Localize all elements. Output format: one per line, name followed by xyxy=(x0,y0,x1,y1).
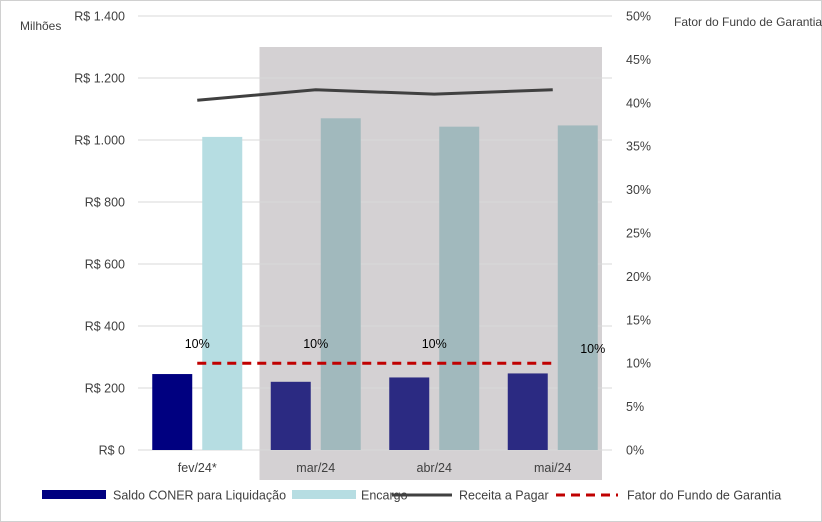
right-tick-label: 30% xyxy=(626,183,651,197)
left-tick-label: R$ 200 xyxy=(85,382,125,396)
legend: Saldo CONER para Liquidação Encargo Receit… xyxy=(42,489,781,503)
bars xyxy=(152,118,598,451)
left-tick-label: R$ 0 xyxy=(99,444,125,458)
legend-swatch-encargo xyxy=(292,490,356,499)
left-tick-label: R$ 1.200 xyxy=(74,72,125,86)
data-label-fator: 10% xyxy=(422,337,447,351)
left-tick-label: R$ 1.400 xyxy=(74,10,125,24)
bar-encargo xyxy=(439,126,480,451)
bar-encargo xyxy=(557,125,598,451)
right-tick-label: 0% xyxy=(626,444,644,458)
x-tick-label: mai/24 xyxy=(534,461,572,475)
bar-saldo-coner xyxy=(152,374,193,450)
legend-swatch-saldo-coner xyxy=(42,490,106,499)
right-tick-label: 10% xyxy=(626,357,651,371)
legend-label-saldo-coner: Saldo CONER para Liquidação xyxy=(113,489,286,503)
right-axis-ticks: 0% 5% 10% 15% 20% 25% 30% 35% 40% 45% 50% xyxy=(626,10,651,458)
right-axis-title: Fator do Fundo de Garantia xyxy=(674,15,822,29)
data-label-fator: 10% xyxy=(185,337,210,351)
data-labels: 10% 10% 10% 10% xyxy=(185,337,606,356)
bar-saldo-coner xyxy=(389,377,430,450)
x-tick-label: fev/24* xyxy=(178,461,217,475)
right-tick-label: 5% xyxy=(626,400,644,414)
bar-encargo xyxy=(320,118,361,451)
x-axis-ticks: fev/24* mar/24 abr/24 mai/24 xyxy=(178,461,572,475)
left-tick-label: R$ 1.000 xyxy=(74,134,125,148)
bar-saldo-coner xyxy=(507,373,548,450)
x-tick-label: mar/24 xyxy=(296,461,335,475)
series-line-receita-a-pagar xyxy=(197,88,553,102)
data-label-fator: 10% xyxy=(303,337,328,351)
left-axis-title: Milhões xyxy=(20,19,61,33)
legend-label-encargo: Encargo xyxy=(361,489,408,503)
lines xyxy=(197,88,553,365)
right-tick-label: 40% xyxy=(626,96,651,110)
left-axis-ticks: R$ 0 R$ 200 R$ 400 R$ 600 R$ 800 R$ 1.000 R$ 1… xyxy=(74,10,125,458)
left-tick-label: R$ 600 xyxy=(85,258,125,272)
bar-encargo xyxy=(202,136,243,450)
right-tick-label: 50% xyxy=(626,10,651,24)
legend-label-fator: Fator do Fundo de Garantia xyxy=(627,489,781,503)
left-tick-label: R$ 400 xyxy=(85,320,125,334)
left-tick-label: R$ 800 xyxy=(85,196,125,210)
right-tick-label: 15% xyxy=(626,313,651,327)
x-tick-label: abr/24 xyxy=(417,461,452,475)
right-tick-label: 45% xyxy=(626,53,651,67)
right-tick-label: 20% xyxy=(626,270,651,284)
legend-label-receita: Receita a Pagar xyxy=(459,489,549,503)
bar-saldo-coner xyxy=(270,381,311,450)
right-tick-label: 25% xyxy=(626,227,651,241)
data-label-fator: 10% xyxy=(580,342,605,356)
right-tick-label: 35% xyxy=(626,140,651,154)
